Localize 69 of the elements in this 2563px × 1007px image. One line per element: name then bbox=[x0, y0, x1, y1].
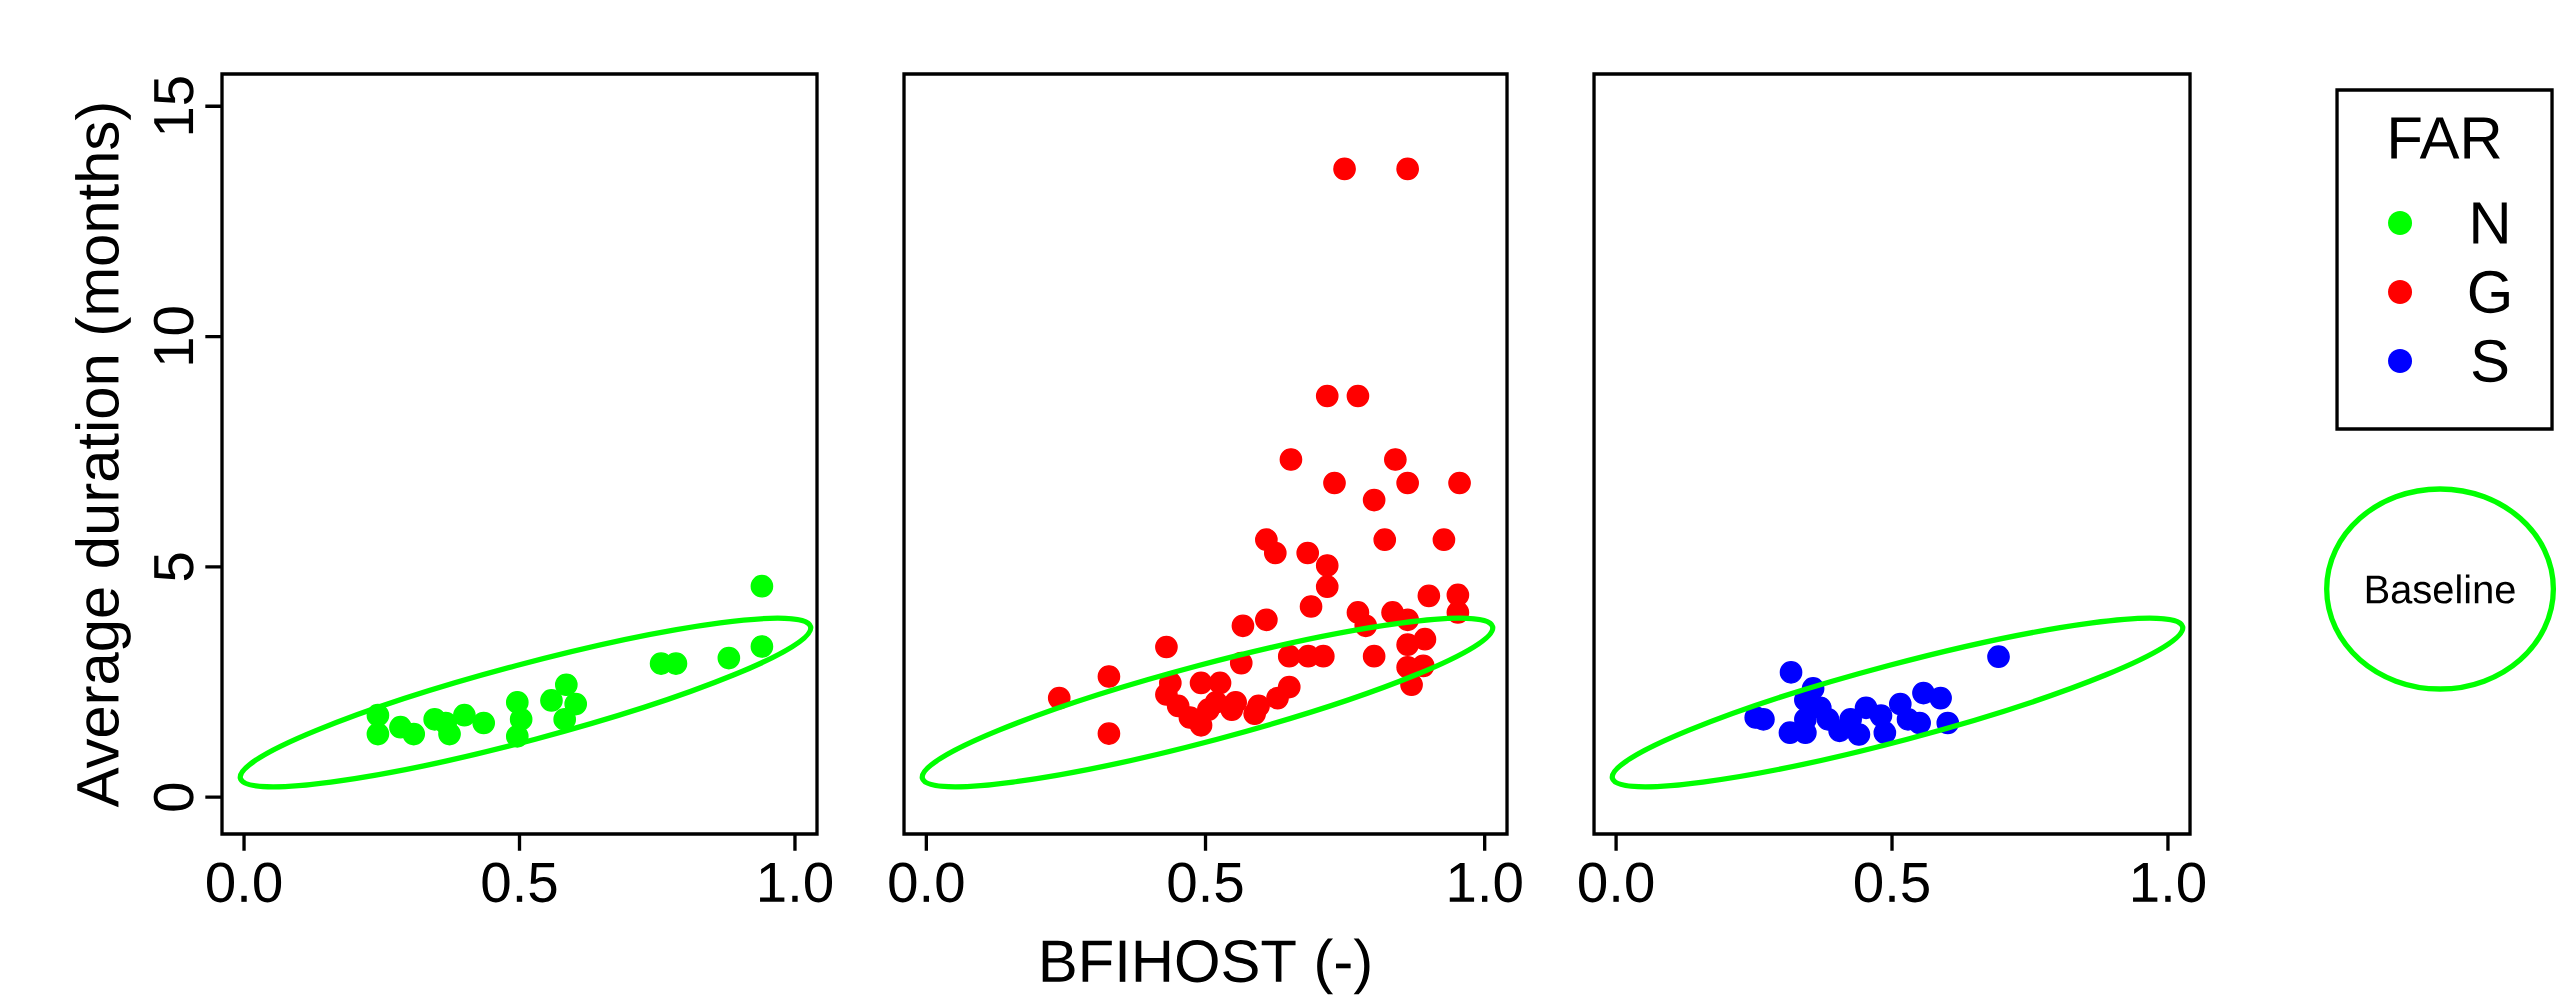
point bbox=[1396, 157, 1419, 181]
point bbox=[453, 703, 476, 727]
point bbox=[1373, 528, 1397, 552]
point bbox=[1097, 665, 1121, 688]
x-tick-label: 0.0 bbox=[206, 862, 282, 903]
point bbox=[1296, 541, 1320, 565]
point bbox=[1255, 608, 1278, 632]
point bbox=[540, 689, 563, 712]
x-tick-label: 0.0 bbox=[889, 862, 964, 903]
point bbox=[1384, 448, 1407, 471]
legend-label: S bbox=[2472, 339, 2508, 383]
point bbox=[1346, 384, 1370, 408]
point bbox=[1362, 644, 1386, 668]
point bbox=[1362, 488, 1386, 512]
point bbox=[1204, 690, 1228, 714]
point bbox=[1189, 671, 1213, 695]
x-tick-label: 0.5 bbox=[1168, 862, 1243, 903]
point bbox=[1987, 645, 2010, 668]
legend-title: FAR bbox=[2391, 117, 2500, 159]
legend-label: N bbox=[2473, 202, 2507, 244]
point bbox=[1779, 660, 1803, 684]
point bbox=[389, 715, 412, 739]
point bbox=[564, 692, 588, 716]
point bbox=[1929, 686, 1952, 710]
point bbox=[1873, 721, 1897, 744]
point bbox=[717, 646, 741, 670]
x-tick-label: 0.5 bbox=[482, 862, 557, 903]
point bbox=[1333, 157, 1356, 181]
point bbox=[750, 574, 774, 598]
y-tick-label: 10 bbox=[153, 307, 194, 364]
point bbox=[1097, 722, 1121, 745]
point bbox=[1299, 595, 1323, 618]
point bbox=[1315, 554, 1339, 577]
point bbox=[1155, 635, 1178, 659]
point bbox=[1266, 686, 1289, 710]
point bbox=[366, 722, 390, 746]
point bbox=[1396, 471, 1419, 495]
point bbox=[750, 635, 774, 658]
point bbox=[1263, 541, 1287, 565]
legend-label: G bbox=[2469, 270, 2509, 314]
point bbox=[1839, 707, 1862, 731]
x-tick-label: 1.0 bbox=[1449, 862, 1522, 903]
point bbox=[438, 722, 461, 746]
y-axis-title: Average duration (months) bbox=[75, 104, 131, 808]
x-tick-label: 0.0 bbox=[1579, 862, 1654, 903]
y-tick-label: 0 bbox=[153, 783, 194, 811]
point bbox=[1396, 633, 1419, 657]
point bbox=[1432, 528, 1456, 552]
y-tick-label: 15 bbox=[154, 77, 194, 134]
point bbox=[1417, 584, 1441, 608]
point bbox=[1231, 614, 1255, 638]
point bbox=[472, 711, 496, 735]
text: Baseline bbox=[2366, 574, 2515, 604]
point bbox=[1448, 471, 1471, 495]
point bbox=[1277, 644, 1301, 668]
point bbox=[423, 707, 446, 731]
y-tick-label: 5 bbox=[154, 553, 194, 581]
point bbox=[1908, 711, 1931, 735]
x-tick-label: 0.5 bbox=[1854, 862, 1929, 903]
point bbox=[553, 707, 577, 731]
point bbox=[1315, 575, 1339, 598]
x-axis-title: BFIHOST (-) bbox=[1042, 938, 1370, 995]
point bbox=[1243, 702, 1266, 726]
point bbox=[1279, 448, 1303, 471]
x-tick-label: 1.0 bbox=[760, 862, 833, 903]
x-tick-label: 1.0 bbox=[2133, 862, 2206, 903]
point bbox=[1315, 384, 1339, 408]
point bbox=[1323, 471, 1346, 495]
point bbox=[554, 673, 578, 697]
